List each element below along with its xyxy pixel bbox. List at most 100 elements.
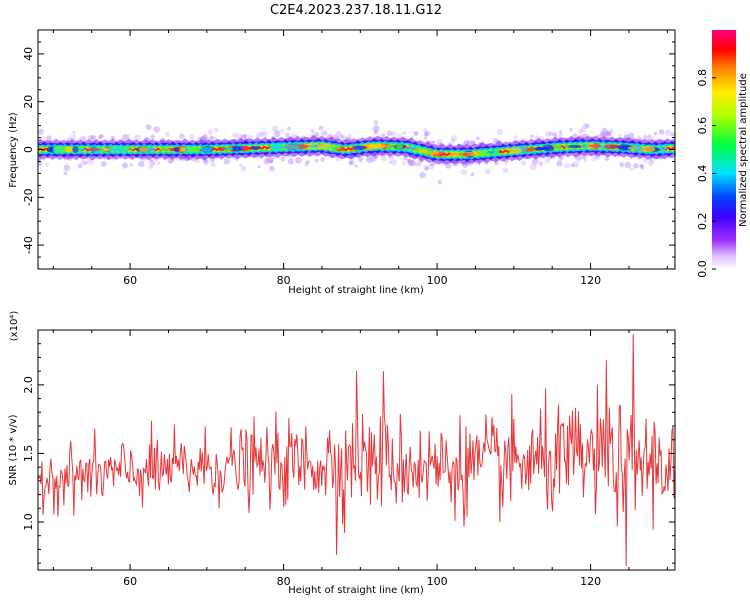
spectrogram-haze-dot <box>243 134 248 138</box>
spectrogram-blob <box>493 149 500 155</box>
spectrogram-haze-dot <box>450 135 457 142</box>
spectrogram-blob <box>478 150 490 156</box>
snr-panel: 60 80 100 120 1.0 1.5 2.0 Height of straight l… <box>8 311 676 596</box>
spectrogram-haze-dot <box>556 160 563 167</box>
colorbar-tick-label: 0.4 <box>696 165 709 183</box>
spectrogram-haze-dot <box>164 132 170 137</box>
spectrogram-haze-dot <box>582 122 589 129</box>
spectrogram-haze-dot <box>365 157 371 163</box>
spectrogram-haze-dot <box>148 159 155 166</box>
spectrogram-haze-dot <box>269 165 275 172</box>
spectrogram-haze-dot <box>492 138 499 144</box>
spectrogram-haze-dot <box>391 131 397 137</box>
spectrogram-haze-dot <box>451 138 456 143</box>
snr-multiplier-label: (x10⁴) <box>9 311 20 342</box>
spectrogram-haze-dot <box>45 162 50 167</box>
spectrogram-haze-dot <box>619 162 625 168</box>
spectrogram-haze-dot <box>269 160 274 164</box>
spectrogram-haze-dot <box>380 155 388 162</box>
spectrogram-haze-dot <box>88 135 94 141</box>
spectrogram-haze-dot <box>91 135 97 140</box>
figure-title: C2E4.2023.237.18.11.G12 <box>270 3 442 18</box>
spectrogram-haze-dot <box>529 163 537 171</box>
spectrogram-haze-dot <box>558 156 563 161</box>
spectrogram-haze-dot <box>304 162 309 168</box>
snr-frame <box>37 329 676 571</box>
spectrogram-haze-dot <box>403 155 408 161</box>
spectrogram-blob <box>186 146 201 153</box>
spectrogram-blob <box>179 147 186 152</box>
spectrogram-haze-dot <box>232 132 238 138</box>
spectrogram-blob <box>283 144 300 150</box>
spectrogram-haze-dot <box>339 134 344 139</box>
snr-x-tick-label: 80 <box>277 575 291 588</box>
spectrogram-haze-dot <box>124 133 131 140</box>
spectrogram-blob <box>508 147 523 154</box>
spectrogram-y-axis-label: Frequency (Hz) <box>8 112 19 188</box>
colorbar-tick-label: 0.6 <box>696 117 709 135</box>
spectrogram-haze-dot <box>81 136 85 140</box>
spectrogram-haze-dot <box>262 127 266 131</box>
spectrogram-haze-dot <box>268 157 274 163</box>
colorbar: 0.0 0.2 0.4 0.6 0.8 Normalized spectral ampl… <box>696 30 749 278</box>
snr-x-tick-label: 120 <box>580 575 601 588</box>
spectrogram-haze-dot <box>424 166 429 171</box>
spectrogram-haze-dot <box>496 128 503 136</box>
spectrogram-blob <box>417 149 429 153</box>
spectrogram-haze-dot <box>366 155 374 162</box>
spectrogram-haze-dot <box>320 130 327 137</box>
spectrogram-haze-dot <box>577 128 584 134</box>
spectrogram-haze-dot <box>150 134 155 140</box>
spectrogram-blob <box>217 146 226 152</box>
spectrogram-haze-dot <box>287 158 294 165</box>
spectrogram-blob <box>250 146 261 150</box>
spectrogram-haze-dot <box>658 129 665 135</box>
snr-series-line <box>38 334 675 566</box>
spectrogram-haze-dot <box>406 158 412 163</box>
spectrogram-haze-dot <box>580 126 587 133</box>
spectrogram-haze-dot <box>429 162 435 167</box>
spectrogram-haze-dot <box>629 167 634 171</box>
spectrogram-haze-dot <box>640 165 645 170</box>
spectrogram-haze-dot <box>46 135 52 141</box>
spectrogram-haze-dot <box>256 156 260 160</box>
snr-y-tick-label: 2.0 <box>22 376 35 394</box>
spectrogram-haze-dot <box>354 164 358 168</box>
spectrogram-haze-dot <box>121 162 129 169</box>
spectrogram-blob <box>457 152 464 157</box>
spectrogram-haze-dot <box>98 135 102 139</box>
spectrogram-haze-dot <box>604 156 610 162</box>
colorbar-gradient <box>712 30 736 269</box>
spectrogram-haze-dot <box>374 155 378 160</box>
spectrogram-haze-dot <box>432 140 436 144</box>
spectrogram-haze-dot <box>401 130 407 136</box>
spectrogram-haze-dot <box>241 165 247 172</box>
spectrogram-haze-dot <box>38 161 43 167</box>
spectrogram-haze-dot <box>390 159 398 166</box>
spectrogram-haze-dot <box>63 171 68 176</box>
spectrogram-blob <box>395 144 404 150</box>
spectrogram-haze-dot <box>423 132 428 137</box>
spectrogram-haze-dot <box>169 159 174 163</box>
spectrogram-haze-dot <box>599 131 605 136</box>
spectrogram-haze-dot <box>603 131 609 137</box>
spectrogram-blob <box>242 145 249 151</box>
spectrogram-y-tick-label: 20 <box>22 95 35 109</box>
spectrogram-blob <box>604 144 618 149</box>
spectrogram-haze-dot <box>366 156 373 164</box>
snr-x-axis-label: Height of straight line (km) <box>288 585 424 596</box>
spectrogram-haze-dot <box>470 172 475 177</box>
spectrogram-x-tick-label: 60 <box>123 274 137 287</box>
spectrogram-haze-dot <box>381 133 386 137</box>
spectrogram-haze-dot <box>202 134 208 140</box>
spectrogram-blob <box>641 146 656 153</box>
spectrogram-blob <box>173 147 180 152</box>
spectrogram-haze-dot <box>426 139 430 143</box>
spectrogram-panel: 60 80 100 120 -40 -20 0 20 40 Height of straight… <box>8 29 676 296</box>
spectrogram-haze-dot <box>606 131 612 136</box>
spectrogram-haze-dot <box>347 133 352 138</box>
spectrogram-haze-dot <box>145 124 152 131</box>
spectrogram-haze-dot <box>255 132 261 138</box>
colorbar-tick-label: 0.8 <box>696 69 709 87</box>
